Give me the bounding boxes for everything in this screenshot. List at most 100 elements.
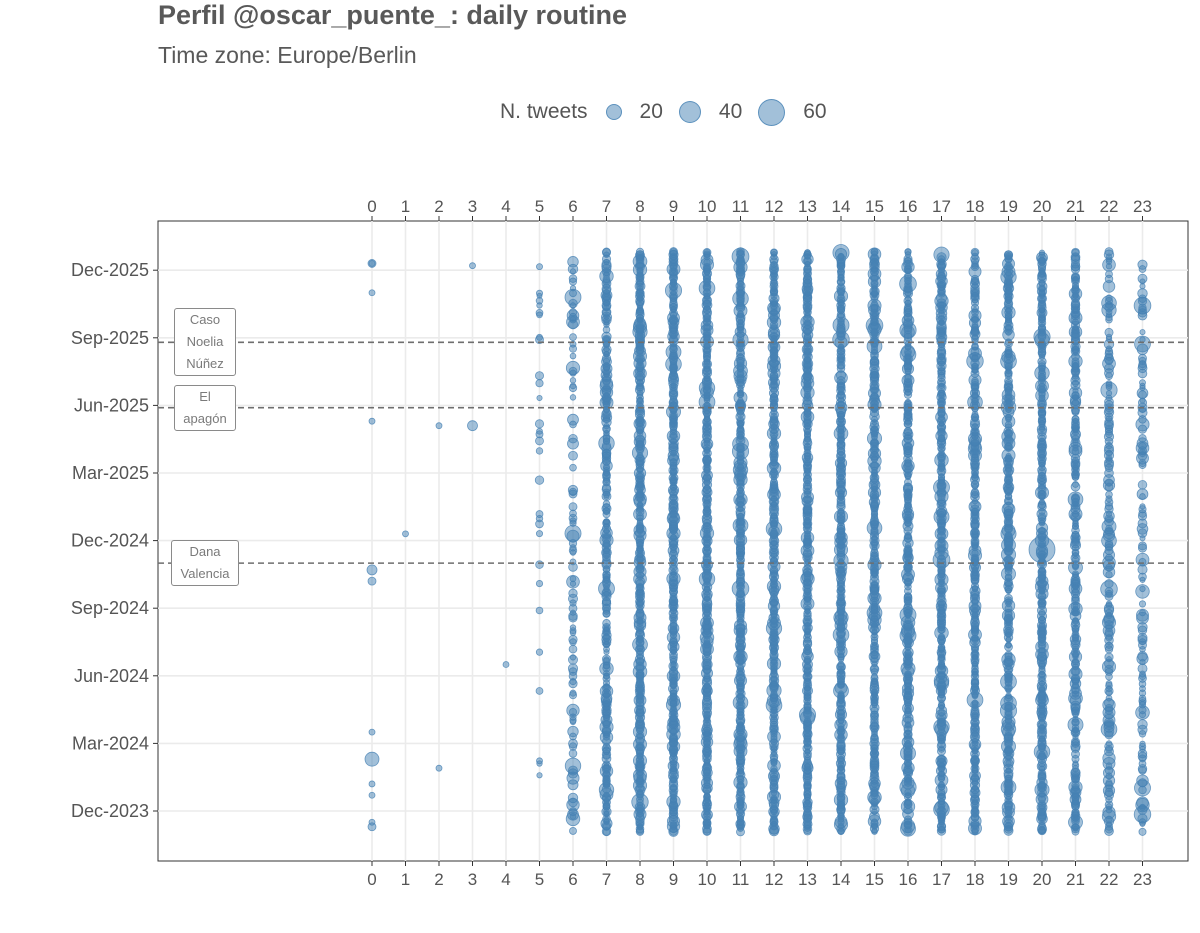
data-point bbox=[635, 247, 645, 256]
legend-label-60: 60 bbox=[803, 100, 827, 123]
data-point bbox=[568, 274, 578, 283]
data-point bbox=[602, 500, 611, 508]
x-tick-label-top: 13 bbox=[798, 197, 817, 216]
x-tick-label-top: 21 bbox=[1066, 197, 1085, 216]
x-tick-label-top: 16 bbox=[899, 197, 918, 216]
data-point bbox=[535, 530, 544, 538]
x-tick-label-top: 7 bbox=[602, 197, 611, 216]
data-point bbox=[832, 244, 850, 262]
x-tick-label-bottom: 6 bbox=[568, 870, 577, 889]
data-point bbox=[736, 248, 745, 256]
x-tick-label-top: 1 bbox=[401, 197, 410, 216]
data-point bbox=[565, 360, 581, 376]
x-tick-label-bottom: 19 bbox=[999, 870, 1018, 889]
data-point bbox=[601, 331, 612, 342]
x-tick-label-bottom: 8 bbox=[635, 870, 644, 889]
legend-title: N. tweets bbox=[500, 100, 588, 123]
x-tick-label-bottom: 15 bbox=[865, 870, 884, 889]
x-tick-label-bottom: 13 bbox=[798, 870, 817, 889]
x-tick-label-bottom: 7 bbox=[602, 870, 611, 889]
data-point bbox=[535, 447, 544, 455]
x-tick-label-top: 3 bbox=[468, 197, 477, 216]
data-point bbox=[467, 420, 478, 432]
x-tick-label-top: 20 bbox=[1033, 197, 1052, 216]
data-point bbox=[566, 703, 580, 718]
data-point bbox=[536, 427, 543, 435]
y-tick-label: Jun-2024 bbox=[74, 666, 149, 686]
data-point bbox=[1005, 452, 1012, 459]
data-point bbox=[567, 663, 579, 674]
data-point bbox=[770, 248, 778, 256]
x-tick-label-top: 17 bbox=[932, 197, 951, 216]
data-point bbox=[368, 791, 376, 799]
data-point bbox=[535, 606, 544, 615]
x-tick-label-bottom: 14 bbox=[832, 870, 851, 889]
data-point bbox=[971, 377, 979, 385]
x-tick-label-top: 0 bbox=[367, 197, 376, 216]
data-point bbox=[569, 394, 577, 401]
legend-dot-medium bbox=[678, 101, 701, 123]
x-tick-label-bottom: 11 bbox=[732, 870, 750, 889]
data-point bbox=[567, 256, 579, 268]
data-point bbox=[564, 524, 582, 542]
data-point bbox=[569, 827, 577, 835]
data-point bbox=[568, 450, 578, 461]
data-point bbox=[367, 822, 377, 832]
x-tick-label-bottom: 17 bbox=[932, 870, 951, 889]
data-point bbox=[366, 564, 378, 576]
data-point bbox=[368, 780, 376, 788]
y-tick-label: Sep-2024 bbox=[71, 598, 149, 618]
data-point bbox=[567, 413, 579, 426]
y-tick-label: Sep-2025 bbox=[71, 328, 149, 348]
legend-label-20: 20 bbox=[639, 100, 663, 123]
x-tick-label-bottom: 18 bbox=[966, 870, 985, 889]
chart-subtitle: Time zone: Europe/Berlin bbox=[158, 42, 417, 68]
data-point bbox=[903, 427, 913, 436]
data-point bbox=[564, 757, 582, 775]
data-point bbox=[435, 764, 443, 772]
y-tick-label: Dec-2025 bbox=[71, 260, 149, 280]
legend-label-40: 40 bbox=[718, 100, 743, 123]
data-point bbox=[502, 661, 510, 668]
y-tick-label: Dec-2023 bbox=[71, 801, 149, 821]
data-point bbox=[568, 308, 578, 317]
data-point bbox=[603, 656, 610, 663]
legend-item-60: 60 bbox=[758, 98, 827, 126]
data-point bbox=[669, 248, 678, 256]
x-tick-label-bottom: 20 bbox=[1033, 870, 1052, 889]
data-point bbox=[569, 352, 577, 360]
data-point bbox=[870, 247, 879, 256]
y-tick-label: Mar-2024 bbox=[72, 733, 149, 753]
data-point bbox=[569, 333, 577, 342]
x-tick-label-bottom: 10 bbox=[698, 870, 717, 889]
data-point bbox=[568, 634, 578, 645]
data-point bbox=[568, 502, 578, 512]
data-point bbox=[535, 560, 544, 569]
data-point bbox=[535, 510, 544, 518]
data-point bbox=[904, 374, 912, 381]
data-point bbox=[970, 247, 980, 257]
data-point bbox=[569, 624, 577, 631]
data-point bbox=[368, 289, 376, 297]
x-tick-label-top: 23 bbox=[1133, 197, 1152, 216]
data-point bbox=[469, 262, 476, 270]
data-point bbox=[569, 382, 577, 390]
data-point bbox=[1004, 650, 1013, 660]
x-tick-label-top: 11 bbox=[732, 197, 750, 216]
x-tick-label-top: 19 bbox=[999, 197, 1018, 216]
legend-item-40: 40 bbox=[678, 100, 743, 124]
x-tick-label-top: 22 bbox=[1100, 197, 1119, 216]
data-point bbox=[536, 263, 543, 271]
data-point bbox=[904, 272, 912, 280]
x-tick-label-bottom: 9 bbox=[669, 870, 678, 889]
legend-item-20: 20 bbox=[605, 100, 663, 124]
data-point bbox=[602, 619, 611, 628]
data-point bbox=[367, 576, 377, 586]
data-point bbox=[1004, 250, 1013, 260]
data-point bbox=[535, 379, 544, 388]
data-point bbox=[535, 580, 544, 588]
data-point bbox=[435, 422, 443, 430]
x-tick-label-top: 8 bbox=[635, 197, 644, 216]
data-point bbox=[904, 248, 912, 256]
